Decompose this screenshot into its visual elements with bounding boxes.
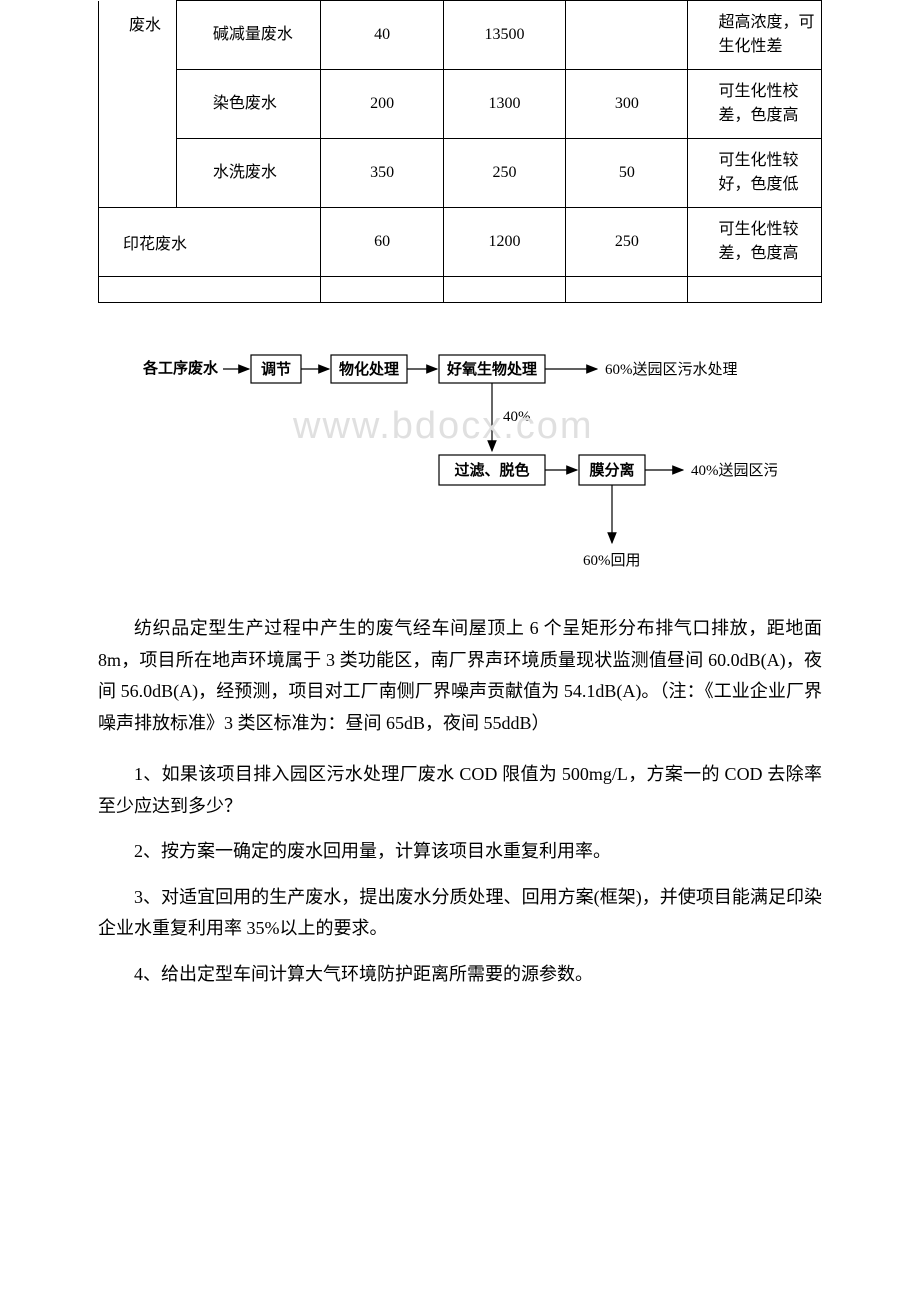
svg-text:物化处理: 物化处理 (339, 360, 399, 378)
svg-text:40%: 40% (503, 409, 531, 425)
group-label-cell (99, 139, 177, 208)
question-2: 2、按方案一确定的废水回用量，计算该项目水重复利用率。 (98, 836, 822, 868)
sub-label-cell: 水洗废水 (176, 139, 321, 208)
flow-svg: 各工序废水 调节 物化处理 好氧生物处理 60%送园区污水处理 40% 过滤 (143, 347, 777, 575)
wastewater-table: 废水 碱减量废水 40 13500 超高浓度，可生化性差 染色废水 200 13… (98, 0, 822, 303)
note-cell: 可生化性较差，色度高 (688, 208, 822, 277)
note-cell: 可生化性校差，色度高 (688, 70, 822, 139)
svg-text:60%回用: 60%回用 (583, 552, 641, 569)
svg-text:60%送园区污水处理: 60%送园区污水处理 (605, 361, 738, 378)
question-1: 1、如果该项目排入园区污水处理厂废水 COD 限值为 500mg/L，方案一的 … (98, 759, 822, 822)
table-cell: 300 (566, 70, 688, 139)
table-cell: 1200 (443, 208, 565, 277)
table-cell (566, 277, 688, 303)
process-flow-diagram: www.bdocx.com 各工序废水 调节 物化处理 好氧生物处理 (143, 347, 777, 575)
group-label-cell: 废水 (99, 1, 177, 70)
note-cell: 可生化性较好，色度低 (688, 139, 822, 208)
table-cell: 250 (566, 208, 688, 277)
table-cell: 50 (566, 139, 688, 208)
note-cell: 超高浓度，可生化性差 (688, 1, 822, 70)
table-cell: 200 (321, 70, 443, 139)
table-cell: 60 (321, 208, 443, 277)
table-cell: 250 (443, 139, 565, 208)
sub-label-cell: 染色废水 (176, 70, 321, 139)
svg-text:过滤、脱色: 过滤、脱色 (454, 461, 529, 479)
table-cell: 40 (321, 1, 443, 70)
paragraph-main: 纺织品定型生产过程中产生的废气经车间屋顶上 6 个呈矩形分布排气口排放，距地面 … (98, 613, 822, 739)
table-cell (321, 277, 443, 303)
table-cell (443, 277, 565, 303)
table-cell: 13500 (443, 1, 565, 70)
table-cell (99, 277, 321, 303)
question-4: 4、给出定型车间计算大气环境防护距离所需要的源参数。 (98, 959, 822, 991)
table-cell: 1300 (443, 70, 565, 139)
merge-label-cell: 印花废水 (99, 208, 321, 277)
svg-text:好氧生物处理: 好氧生物处理 (446, 360, 537, 378)
table-cell: 350 (321, 139, 443, 208)
group-label-cell (99, 70, 177, 139)
svg-text:40%送园区污水处理: 40%送园区污水处理 (691, 462, 777, 479)
table-cell (688, 277, 822, 303)
sub-label-cell: 碱减量废水 (176, 1, 321, 70)
svg-text:调节: 调节 (261, 360, 291, 378)
table-cell (566, 1, 688, 70)
question-3: 3、对适宜回用的生产废水，提出废水分质处理、回用方案(框架)，并使项目能满足印染… (98, 882, 822, 945)
input-label: 各工序废水 (143, 359, 219, 377)
svg-text:膜分离: 膜分离 (589, 461, 634, 479)
